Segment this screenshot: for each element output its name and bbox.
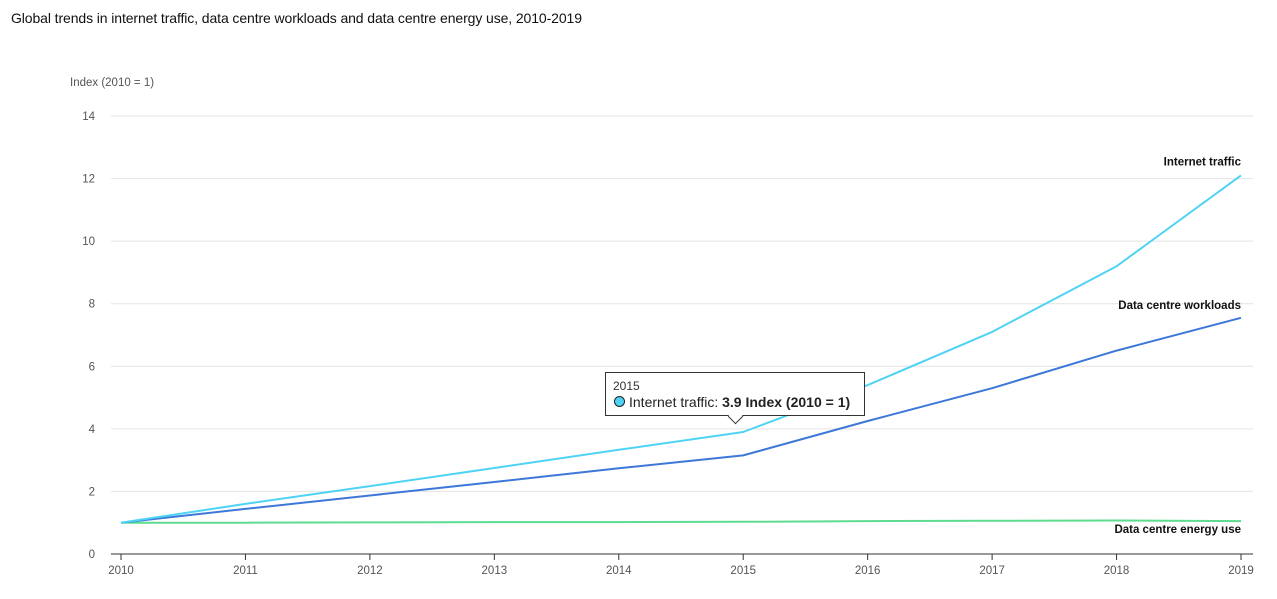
series-line (120, 316, 1242, 524)
series-label: Data centre workloads (1118, 300, 1241, 312)
series-lines (120, 174, 1242, 524)
x-axis-ticks: 2010 2011 2012 2013 2014 2015 2016 2017 2018 2019 (108, 554, 1254, 577)
series-marker-icon (614, 396, 625, 407)
x-tick-label: 2019 (1228, 565, 1254, 577)
y-axis-ticks: 0 2 4 6 8 10 12 14 (82, 111, 95, 561)
y-tick-label: 4 (89, 424, 96, 436)
x-tick-label: 2012 (357, 565, 383, 577)
gridlines (111, 115, 1253, 555)
y-tick-label: 0 (89, 549, 95, 561)
x-tick-label: 2013 (482, 565, 508, 577)
x-tick-label: 2010 (108, 565, 134, 577)
chart-title: Global trends in internet traffic, data … (11, 10, 582, 26)
tooltip-year: 2015 (613, 379, 640, 393)
y-tick-label: 2 (89, 486, 95, 498)
series-label: Internet traffic (1164, 156, 1242, 168)
y-axis-label: Index (2010 = 1) (70, 77, 154, 89)
series-line (120, 174, 1242, 524)
x-tick-label: 2018 (1104, 565, 1130, 577)
tooltip-value: 3.9 Index (2010 = 1) (722, 394, 851, 410)
y-tick-label: 14 (82, 111, 95, 123)
x-tick-label: 2017 (979, 565, 1005, 577)
x-tick-label: 2015 (730, 565, 756, 577)
series-label: Data centre energy use (1114, 524, 1241, 536)
y-tick-label: 6 (89, 361, 95, 373)
series-line (121, 519, 1242, 524)
x-tick-label: 2016 (855, 565, 881, 577)
y-tick-label: 10 (82, 236, 95, 248)
x-tick-label: 2014 (606, 565, 632, 577)
tooltip-line: Internet traffic: 3.9 Index (2010 = 1) (614, 394, 850, 410)
tooltip-series: Internet traffic: (629, 394, 719, 410)
y-tick-label: 12 (82, 174, 95, 186)
data-tooltip: 2015 Internet traffic: 3.9 Index (2010 =… (605, 372, 865, 416)
series-labels: Internet traffic Data centre workloads Dat… (1114, 156, 1241, 536)
x-tick-label: 2011 (233, 565, 258, 577)
y-tick-label: 8 (89, 299, 95, 311)
